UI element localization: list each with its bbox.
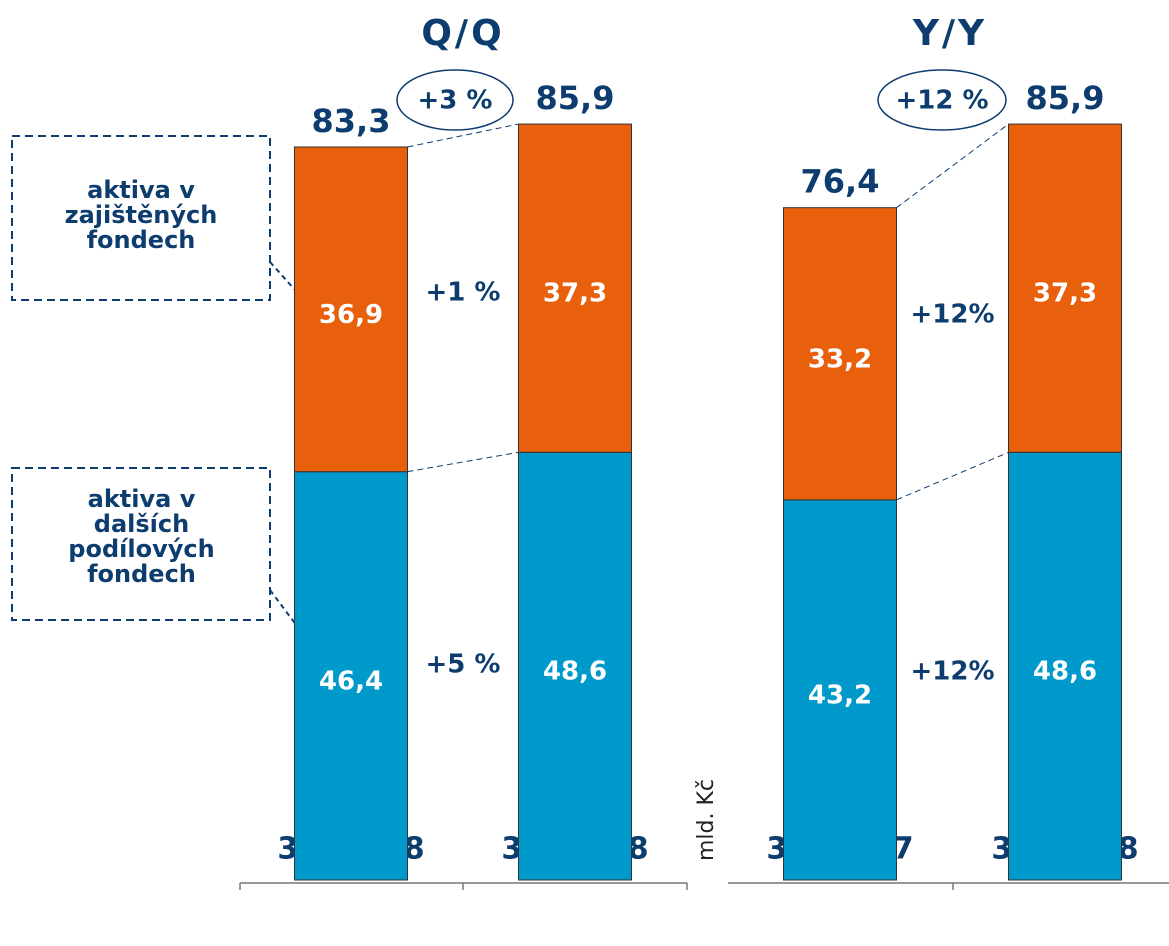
y-axis-label: mld. Kč	[694, 779, 719, 861]
value-label: 48,6	[1033, 657, 1097, 687]
change-ellipse	[396, 69, 514, 131]
bar-segment	[518, 451, 632, 881]
total-label: 76,4	[801, 163, 880, 201]
legend-entry: aktiva v dalších podílových fondech	[68, 485, 215, 588]
bar-segment	[783, 207, 897, 501]
change-label: +5 %	[426, 650, 501, 680]
value-label: 48,6	[543, 657, 607, 687]
legend-entry: aktiva v zajištěných fondech	[64, 176, 218, 254]
legend-box	[11, 135, 271, 301]
change-label: +12%	[910, 657, 994, 687]
legend-pointer	[269, 261, 296, 291]
total-connector	[896, 123, 1009, 209]
bar-segment	[1008, 451, 1122, 881]
segment-connector	[407, 451, 519, 473]
change-label: +12%	[910, 299, 994, 329]
total-connector	[407, 123, 519, 148]
bar-segment	[783, 499, 897, 881]
bar-segment	[1008, 123, 1122, 453]
legend-box	[11, 467, 271, 621]
total-label: 85,9	[536, 79, 615, 117]
change-label: +1 %	[426, 277, 501, 307]
value-label: 33,2	[808, 344, 872, 374]
value-label: 46,4	[319, 666, 383, 696]
change-ellipse	[877, 69, 1007, 131]
bar-segment	[294, 146, 408, 473]
chart-title: Q/Q	[421, 13, 504, 54]
total-label: 85,9	[1026, 79, 1105, 117]
change-total-label: +12 %	[895, 86, 988, 116]
value-label: 43,2	[808, 680, 872, 710]
value-label: 36,9	[319, 300, 383, 330]
segment-connector	[896, 451, 1009, 501]
value-label: 37,3	[1033, 279, 1097, 309]
value-label: 37,3	[543, 279, 607, 309]
chart-title: Y/Y	[912, 13, 987, 54]
change-total-label: +3 %	[418, 86, 493, 116]
total-label: 83,3	[312, 102, 391, 140]
bar-segment	[518, 123, 632, 453]
